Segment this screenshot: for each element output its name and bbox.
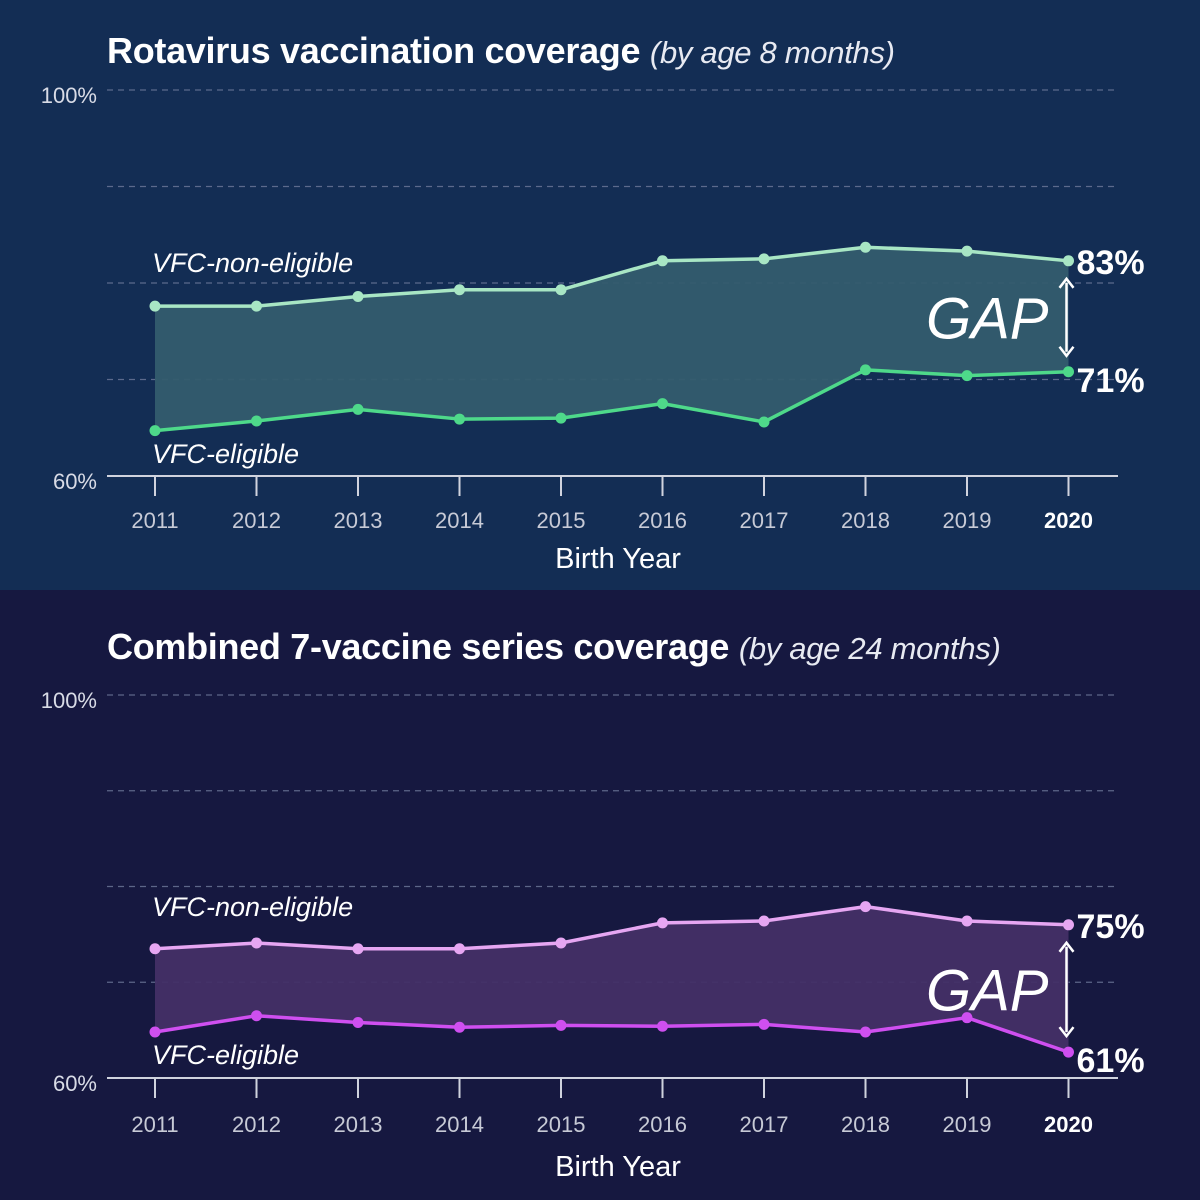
series-line-vfc-eligible [154,1014,1070,1054]
series-label-vfc-non-eligible: VFC-non-eligible [152,248,353,278]
data-point [1063,366,1074,378]
data-point [149,300,161,312]
end-value-label-vfc-non-eligible: 83% [1077,244,1145,282]
series-label-vfc-non-eligible: VFC-non-eligible [152,892,353,922]
data-point [1063,1046,1074,1058]
data-point [758,1018,770,1030]
data-point [352,1016,364,1028]
data-point [657,917,668,929]
data-point [555,412,567,424]
x-tick-label: 2017 [740,1112,789,1137]
data-point [149,425,161,437]
end-value-label-vfc-eligible: 71% [1077,362,1145,400]
data-point [860,364,871,376]
chart-title-main: Rotavirus vaccination coverage [107,30,641,71]
y-tick-label: 60% [53,469,97,494]
x-tick-label: 2013 [334,508,383,533]
x-tick-label: 2020 [1044,1112,1093,1137]
data-point [454,943,465,955]
x-tick-label: 2018 [841,1112,890,1137]
series-label-vfc-eligible: VFC-eligible [152,439,299,469]
data-point [657,398,668,410]
data-point [657,1020,668,1032]
chart-title: Combined 7-vaccine series coverage (by a… [107,626,1001,668]
data-point [352,943,364,955]
x-tick-label: 2015 [537,1112,586,1137]
data-point [149,1026,161,1038]
data-point [555,1019,567,1031]
gap-label: GAP [926,958,1049,1023]
chart-title: Rotavirus vaccination coverage (by age 8… [107,30,895,72]
x-axis-title: Birth Year [555,543,681,575]
chart-subtitle: (by age 24 months) [738,631,1001,666]
y-tick-label: 60% [53,1071,97,1096]
data-point [860,1026,871,1038]
x-tick-label: 2020 [1044,508,1093,533]
gap-label: GAP [926,286,1049,351]
data-point [251,937,262,949]
data-point [352,403,364,415]
chart-subtitle: (by age 8 months) [649,35,895,70]
data-point [251,300,262,312]
series-line-vfc-non-eligible [155,245,1069,308]
data-point [961,245,973,257]
data-point [555,284,567,296]
combined-series-chart-panel: Combined 7-vaccine series coverage (by a… [0,590,1200,1200]
data-point [758,915,770,927]
chart-title-main: Combined 7-vaccine series coverage [107,626,730,667]
series-line-vfc-non-eligible [154,904,1069,951]
gap-area [155,906,1069,1053]
series-label-vfc-eligible: VFC-eligible [152,1040,299,1070]
data-point [454,284,465,296]
data-point [961,1012,973,1024]
data-point [454,413,465,425]
y-tick-label: 100% [41,688,97,713]
gap-arrow-head-down [1058,1026,1075,1039]
data-point [961,370,973,382]
x-tick-label: 2012 [232,508,281,533]
data-point [251,1010,262,1022]
x-tick-label: 2016 [638,1112,687,1137]
data-point [555,937,567,949]
x-tick-label: 2016 [638,508,687,533]
data-point [758,253,770,265]
x-tick-label: 2012 [232,1112,281,1137]
x-tick-label: 2011 [131,508,178,533]
data-point [454,1021,465,1033]
data-point [860,241,871,253]
data-point [1063,919,1074,931]
rotavirus-chart-panel: Rotavirus vaccination coverage (by age 8… [0,0,1200,590]
x-tick-label: 2014 [435,1112,484,1137]
x-tick-label: 2019 [943,508,992,533]
data-point [961,915,973,927]
x-tick-label: 2017 [740,508,789,533]
end-value-label-vfc-non-eligible: 75% [1077,908,1145,946]
x-axis-title: Birth Year [555,1151,681,1183]
data-point [251,415,262,427]
gap-arrow-head-up [1058,276,1075,289]
series-line-vfc-eligible [154,368,1069,433]
gap-arrow-head-up [1058,940,1075,953]
data-point [352,291,364,303]
x-tick-label: 2011 [131,1112,178,1137]
x-tick-label: 2019 [943,1112,992,1137]
gap-area [155,247,1069,431]
data-point [860,901,871,913]
data-point [1063,255,1074,267]
x-tick-label: 2018 [841,508,890,533]
rotavirus-line-chart: 100% 60% 2011 2012 2013 2014 2015 2016 2017 2018 2… [41,83,1145,575]
end-value-label-vfc-eligible: 61% [1077,1042,1145,1080]
data-point [758,416,770,428]
combined-series-line-chart: 100% 60% 2011 2012 2013 2014 2015 2016 2017 2018 2… [41,688,1145,1183]
x-tick-label: 2014 [435,508,484,533]
x-tick-label: 2013 [334,1112,383,1137]
gap-arrow-head-down [1058,346,1075,358]
data-point [149,943,161,955]
data-point [657,255,668,267]
x-tick-label: 2015 [537,508,586,533]
y-tick-label: 100% [41,83,97,108]
